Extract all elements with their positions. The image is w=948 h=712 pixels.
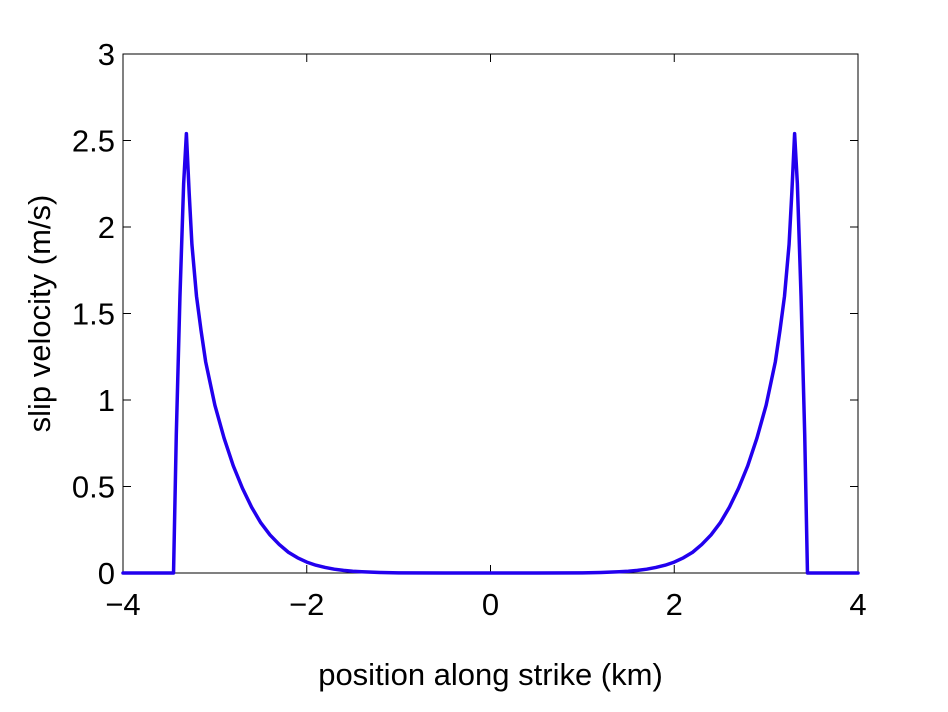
y-tick-label: 3	[98, 37, 115, 72]
x-tick-label: −2	[289, 587, 324, 622]
y-tick-label: 2.5	[72, 124, 115, 159]
y-tick-labels: 0 0.5 1 1.5 2 2.5 3	[72, 37, 115, 591]
x-axis-label: position along strike (km)	[318, 657, 663, 692]
axes-frame	[122, 53, 859, 574]
x-tick-labels: −4 −2 0 2 4	[105, 587, 866, 622]
plot-area	[121, 53, 860, 575]
x-tick-label: −4	[105, 587, 140, 622]
x-tick-label: 4	[849, 587, 866, 622]
tick-marks	[122, 53, 859, 574]
y-tick-label: 0.5	[72, 470, 115, 505]
y-tick-label: 1	[98, 383, 115, 418]
y-tick-label: 0	[98, 556, 115, 591]
series-line-slip-velocity	[121, 131, 860, 575]
y-tick-label: 1.5	[72, 297, 115, 332]
x-tick-label: 2	[666, 587, 683, 622]
y-tick-label: 2	[98, 210, 115, 245]
x-tick-label: 0	[482, 587, 499, 622]
y-axis-label: slip velocity (m/s)	[22, 195, 57, 433]
